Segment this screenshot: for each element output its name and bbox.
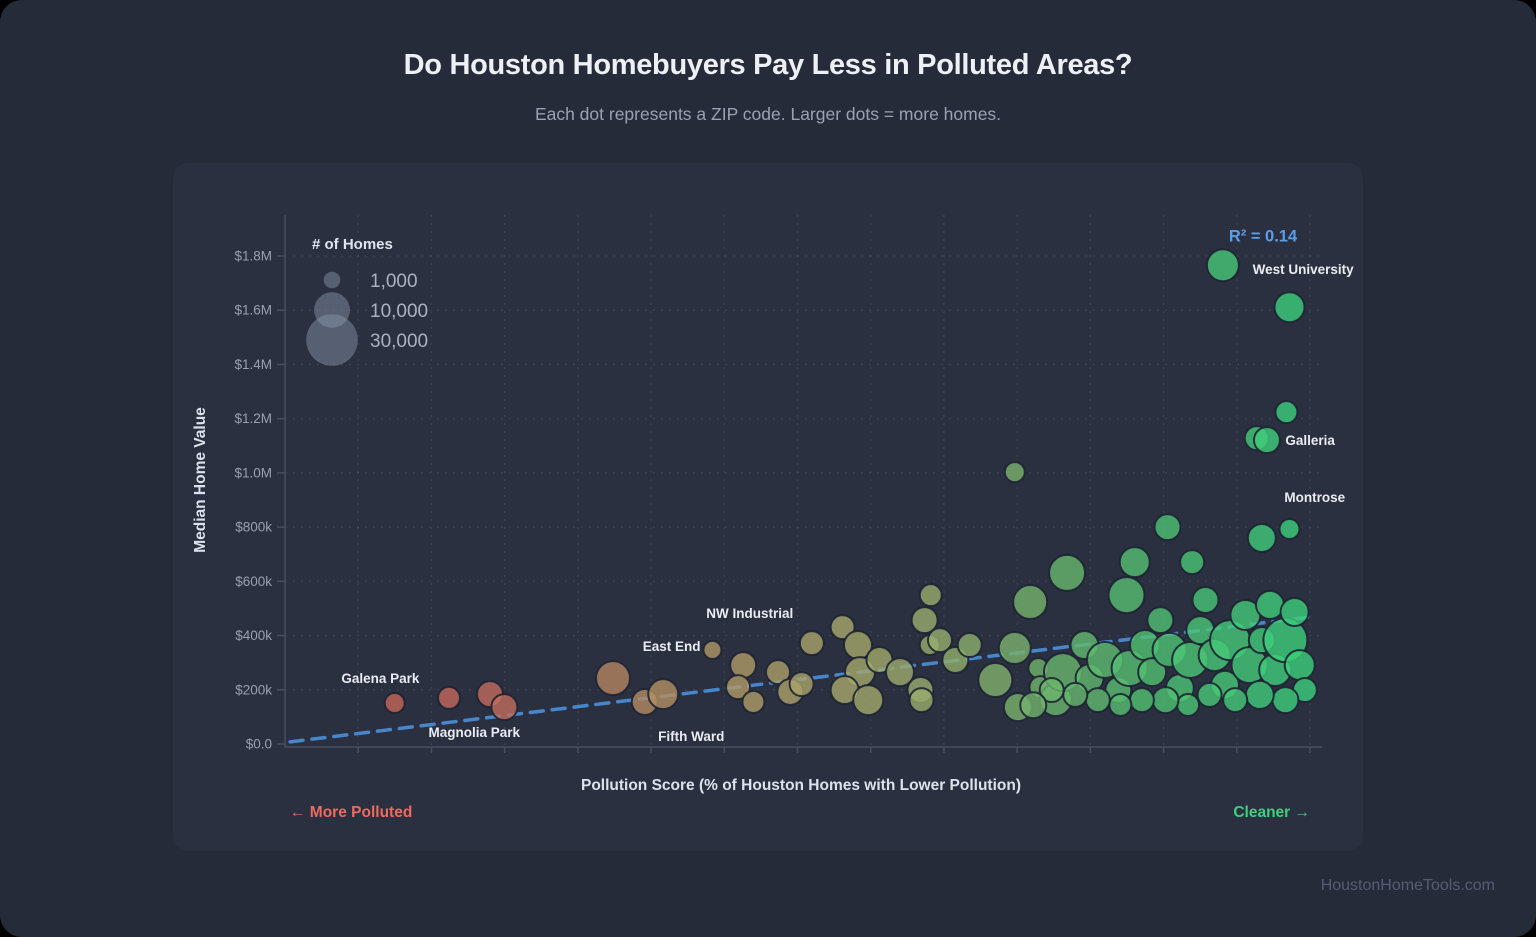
zip-bubble <box>1278 518 1301 541</box>
legend-title: # of Homes <box>312 236 393 253</box>
zip-bubble <box>741 689 766 714</box>
zip-bubble <box>1196 681 1223 708</box>
more-polluted-label: ← More Polluted <box>290 804 413 821</box>
zip-bubble <box>798 630 825 657</box>
zip-bubble <box>729 651 758 680</box>
cleaner-label: Cleaner → <box>1233 804 1310 821</box>
y-tick-label: $1.8M <box>234 249 272 264</box>
zip-bubble <box>997 631 1032 666</box>
zip-bubble <box>852 684 885 717</box>
page-subtitle: Each dot represents a ZIP code. Larger d… <box>534 104 1002 124</box>
zip-bubble <box>1153 513 1182 542</box>
zip-bubble <box>1271 686 1300 715</box>
x-axis-title: Pollution Score (% of Houston Homes with… <box>580 777 1022 794</box>
zip-bubble <box>725 674 752 701</box>
legend-circle-1000 <box>323 271 341 289</box>
zip-bubble <box>647 678 680 711</box>
zip-bubble <box>1107 576 1146 615</box>
y-tick-label: $1.4M <box>234 357 272 372</box>
zip-label-montrose: Montrose <box>1284 490 1345 505</box>
legend-circle-30000 <box>306 314 358 366</box>
y-tick-label: $800k <box>235 520 272 535</box>
zip-bubble <box>1012 583 1049 620</box>
zip-label-west-university: West University <box>1253 262 1355 277</box>
zip-bubble <box>1038 677 1065 704</box>
y-tick-label: $200k <box>235 682 272 697</box>
zip-bubble <box>1084 687 1111 714</box>
zip-bubble <box>977 662 1014 699</box>
bubbles <box>383 248 1318 723</box>
zip-bubble <box>1222 687 1249 714</box>
footer-watermark: HoustonHomeTools.com <box>1320 877 1495 894</box>
zip-bubble <box>885 657 915 688</box>
zip-bubble <box>1283 649 1316 682</box>
zip-bubble <box>908 687 935 714</box>
y-tick-label: $400k <box>235 628 272 643</box>
zip-label-nw-industrial: NW Industrial <box>706 606 793 621</box>
zip-bubble <box>1179 549 1206 576</box>
y-tick-label: $0.0 <box>246 737 272 752</box>
r-squared-label: R² = 0.14 <box>1228 227 1298 246</box>
zip-bubble <box>383 692 406 715</box>
zip-bubble <box>1255 589 1286 620</box>
legend-label: 10,000 <box>370 301 428 322</box>
legend-label: 1,000 <box>370 271 418 292</box>
size-legend: # of Homes 1,000 10,000 30,000 <box>306 236 428 366</box>
zip-bubble <box>1062 681 1089 708</box>
zip-bubble <box>1118 546 1151 579</box>
zip-bubble <box>1128 687 1155 714</box>
y-tick-label: $1.2M <box>234 411 272 426</box>
zip-label-galleria: Galleria <box>1285 433 1335 448</box>
zip-bubble <box>1205 248 1240 283</box>
zip-bubble <box>595 660 631 697</box>
zip-bubble <box>1019 691 1048 720</box>
legend-label: 30,000 <box>370 331 428 352</box>
zip-bubble <box>1108 692 1133 717</box>
y-tick-label: $600k <box>235 574 272 589</box>
zip-bubble <box>788 671 815 698</box>
zip-label-fifth-ward: Fifth Ward <box>658 729 724 744</box>
zip-bubble <box>926 627 953 654</box>
axes: $0.0 $200k $400k $600k $800k $1.0M $1.2M $1.4M $… <box>234 215 1322 753</box>
y-axis-title: Median Home Value <box>192 407 209 553</box>
zip-label-east-end: East End <box>643 639 701 654</box>
zip-bubble <box>1048 553 1087 592</box>
zip-bubble <box>1191 586 1220 615</box>
zip-annotations: Galena Park Magnolia Park East End Fifth Wa… <box>341 262 1354 744</box>
zip-bubble <box>956 632 983 659</box>
zip-bubble <box>918 583 943 608</box>
zip-bubble <box>1244 679 1275 710</box>
y-tick-label: $1.6M <box>234 303 272 318</box>
zip-label-magnolia-park: Magnolia Park <box>429 725 521 740</box>
zip-bubble <box>1273 291 1306 324</box>
zip-bubble <box>1252 426 1281 455</box>
zip-bubble <box>1151 686 1180 715</box>
zip-bubble <box>1003 461 1026 484</box>
y-tick-label: $1.0M <box>234 465 272 480</box>
zip-bubble <box>1137 657 1168 688</box>
chart-panel <box>173 163 1363 851</box>
zip-bubble <box>1274 400 1299 425</box>
zip-label-galena-park: Galena Park <box>341 671 420 686</box>
zip-bubble <box>490 693 519 722</box>
zip-bubble <box>1176 692 1201 717</box>
zip-bubble <box>1279 596 1310 627</box>
zip-bubble <box>1146 606 1175 635</box>
zip-bubble <box>702 639 723 660</box>
zip-bubble <box>910 606 939 635</box>
zip-bubble <box>1246 522 1277 553</box>
legend-circle-10000 <box>314 292 350 328</box>
zip-bubble <box>437 685 461 710</box>
zip-bubble <box>829 614 856 641</box>
zip-bubble <box>765 659 792 686</box>
page-title: Do Houston Homebuyers Pay Less in Pollut… <box>403 49 1133 81</box>
